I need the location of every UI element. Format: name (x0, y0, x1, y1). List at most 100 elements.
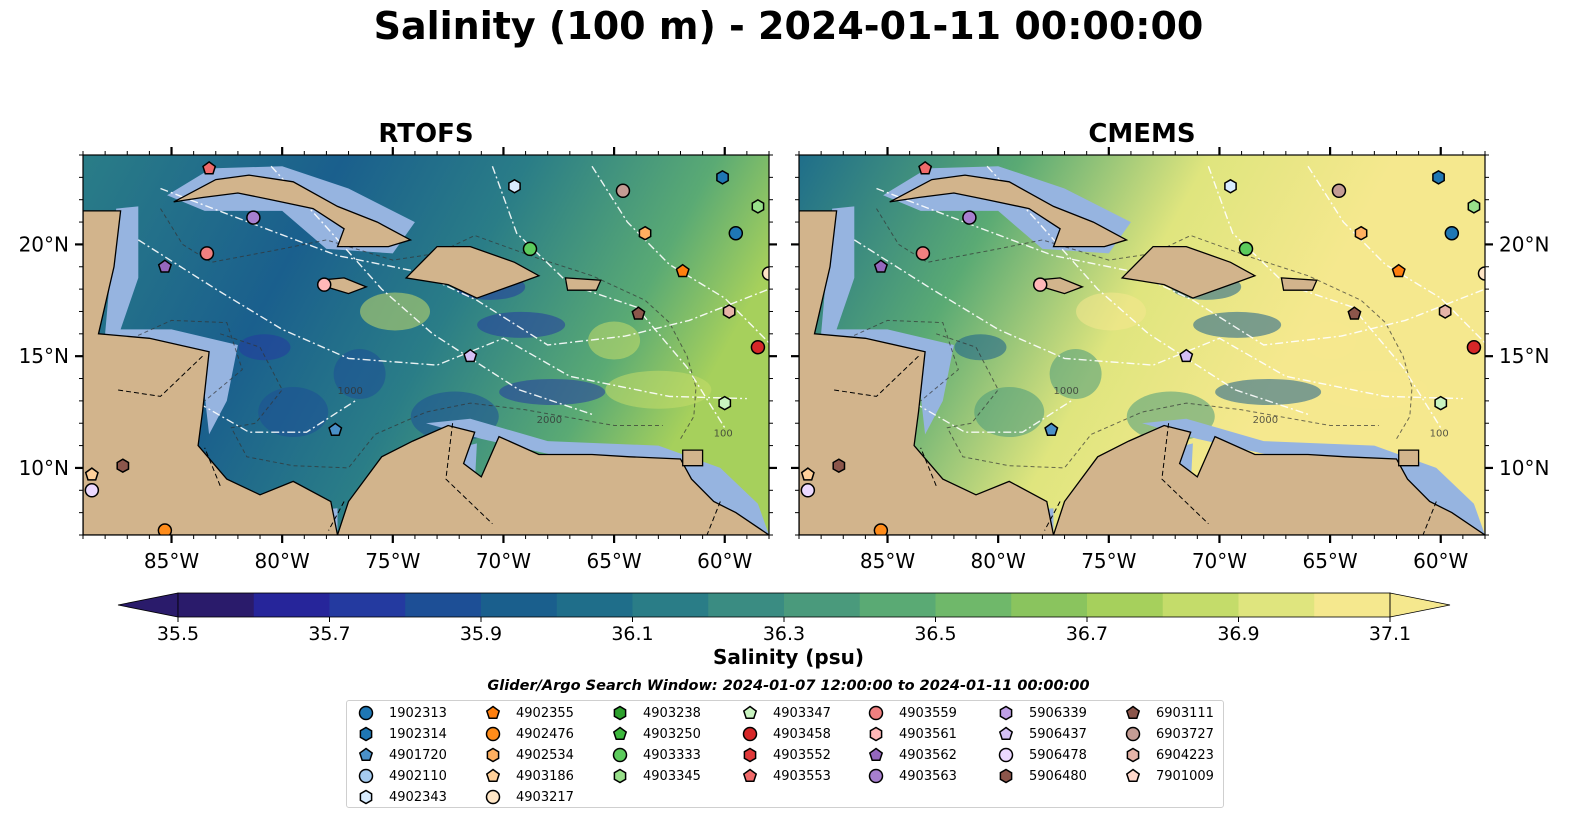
legend-marker (998, 747, 1014, 763)
land-hispaniola (1120, 245, 1257, 299)
colorbar-segment (405, 593, 482, 617)
land-cuba (173, 174, 413, 248)
legend-label: 5906478 (1029, 747, 1087, 763)
colorbar-segment (178, 593, 255, 617)
legend-caption: Glider/Argo Search Window: 2024-01-07 12… (487, 678, 1090, 694)
float-marker (1032, 277, 1048, 292)
lon-tick-label: 75°W (1081, 549, 1136, 573)
legend-item: 4903562 (867, 745, 957, 765)
float-marker (675, 263, 690, 278)
legend-marker (485, 726, 501, 742)
legend-label: 4903561 (899, 726, 957, 742)
panel-title-rtofs: RTOFS (378, 119, 474, 149)
float-marker (915, 246, 931, 261)
eddy-feature (588, 321, 641, 360)
colorbar-segment (708, 593, 785, 617)
hexagon-marker-icon (743, 747, 757, 763)
pentagon-marker-icon (998, 726, 1014, 741)
legend-label: 4902343 (389, 789, 447, 805)
land-cuba (889, 174, 1129, 248)
land-south-america (336, 424, 769, 535)
lon-tick-label: 70°W (1192, 549, 1247, 573)
panel-title-cmems: CMEMS (1088, 119, 1196, 149)
float-marker (1347, 306, 1362, 320)
float-marker (1391, 263, 1406, 278)
map-panels: 1000 2000 100 85°W 80°W 75°W 70°W 65°W 60°W 20°N 1… (19, 147, 1549, 573)
country-border (1422, 501, 1437, 535)
land-south-america (1052, 424, 1485, 535)
eez-boundary (853, 239, 1463, 400)
colorbar-tick-label: 35.9 (460, 623, 502, 645)
legend-item: 4903238 (611, 703, 701, 723)
legend-label: 4903333 (643, 747, 701, 763)
legend-item: 4903347 (741, 703, 831, 723)
legend-item: 4903345 (611, 766, 701, 786)
legend-item: 1902314 (357, 724, 447, 744)
legend-marker (1125, 705, 1141, 720)
pentagon-marker-icon (485, 705, 501, 720)
legend-marker (868, 705, 884, 721)
land-puerto-rico (1280, 277, 1318, 291)
float-marker (1444, 225, 1460, 241)
float-marker (718, 395, 732, 411)
legend-item: 5906478 (997, 745, 1087, 765)
legend-label: 1902314 (389, 726, 447, 742)
legend-label: 4903552 (773, 747, 831, 763)
eez-boundary (137, 239, 747, 400)
lon-tick-label: 80°W (255, 549, 310, 573)
float-marker (751, 199, 765, 214)
legend-item: 7901009 (1124, 766, 1214, 786)
colorbar-tick-label: 36.7 (1066, 623, 1108, 645)
legend-marker (1125, 768, 1141, 783)
eddy-feature (1049, 349, 1102, 400)
eddy-feature (974, 387, 1045, 438)
country-border (706, 501, 721, 535)
eez-boundary (591, 165, 769, 344)
legend-marker (999, 705, 1013, 721)
legend-label: 6904223 (1156, 747, 1214, 763)
eez-boundary (986, 165, 1309, 415)
hexagon-marker-icon (999, 768, 1013, 784)
float-marker (1238, 241, 1254, 257)
country-border (204, 447, 221, 486)
colorbar-tick-label: 37.1 (1369, 623, 1411, 645)
colorbar-tick-label: 36.5 (914, 623, 956, 645)
float-marker (631, 306, 646, 320)
circle-marker-icon (485, 789, 501, 805)
eddy-feature (477, 311, 566, 338)
pentagon-marker-icon (358, 747, 374, 762)
depth-contour (160, 208, 697, 440)
circle-marker-icon (998, 747, 1014, 763)
lat-tick-label: 10°N (1499, 456, 1549, 480)
lon-tick-label: 75°W (365, 549, 420, 573)
hexagon-marker-icon (869, 726, 883, 742)
contour-label: 100 (1430, 429, 1449, 440)
legend-label: 6903111 (1156, 705, 1214, 721)
float-marker (84, 467, 99, 481)
colorbar-segment (632, 593, 709, 617)
eez-boundary (876, 187, 1485, 346)
eddy-feature (1076, 292, 1147, 331)
legend-item: 4903186 (484, 766, 574, 786)
legend-marker (742, 768, 758, 783)
legend-item: 4903561 (867, 724, 957, 744)
legend-marker (485, 768, 501, 783)
contour-label: 100 (714, 429, 733, 440)
legend-item: 4903553 (741, 766, 831, 786)
float-marker (508, 178, 521, 194)
float-marker (463, 348, 478, 363)
contour-label: 1000 (1053, 386, 1078, 397)
lat-tick-label: 10°N (19, 456, 69, 480)
legend-item: 4903552 (741, 745, 831, 765)
float-marker (873, 523, 889, 535)
depth-contour (876, 208, 1413, 440)
circle-marker-icon (485, 726, 501, 742)
float-marker (750, 339, 766, 355)
hexagon-marker-icon (359, 789, 373, 805)
legend-label: 4903345 (643, 768, 701, 784)
colorbar-segment (859, 593, 936, 617)
eez-boundary (160, 187, 769, 346)
legend-label: 4903186 (516, 768, 574, 784)
colorbar-segment (1238, 593, 1315, 617)
float-marker (1432, 170, 1445, 185)
